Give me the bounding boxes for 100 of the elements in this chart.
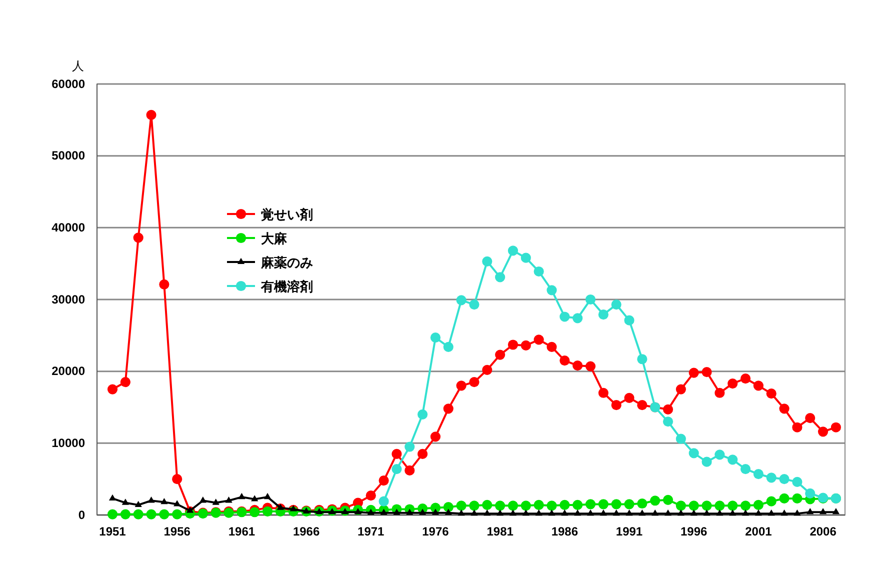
point [262,506,273,516]
point [638,509,646,516]
point [585,294,596,305]
point [120,377,130,388]
y-tick-label: 60000 [52,76,86,91]
point [496,509,504,516]
point [225,496,232,503]
point [302,507,310,514]
point [819,508,827,514]
point [753,380,764,391]
point [728,454,738,465]
point [146,509,156,520]
point [637,400,648,410]
point [430,432,441,442]
point [404,465,415,476]
point [482,364,492,375]
x-tick-label: 1961 [228,524,256,539]
point [378,496,389,506]
point [133,232,144,243]
legend-label: 大麻 [261,231,288,246]
point [729,509,736,516]
point [546,500,557,511]
point [572,500,583,510]
point [805,488,816,498]
point [443,342,454,352]
point [392,448,402,459]
point [212,498,220,505]
point [107,384,118,394]
point [174,500,181,506]
point [535,509,542,516]
point [560,500,570,510]
y-tick-label: 30000 [52,292,86,306]
y-axis-title: 人 [72,59,84,73]
point [328,508,336,514]
point [456,295,466,306]
point [754,509,762,516]
y-tick-label: 20000 [52,364,86,378]
point [703,509,710,516]
point [806,508,814,514]
point [728,378,738,389]
point [702,367,712,378]
point [690,509,698,516]
point [792,422,802,432]
point [598,499,608,510]
point [688,448,699,458]
point [159,279,170,290]
point [740,373,751,384]
y-tick-label: 50000 [52,148,86,163]
point [509,509,517,516]
x-tick-label: 2006 [810,524,837,539]
point [832,508,840,514]
point [662,416,674,427]
point [456,500,466,511]
point [341,508,349,514]
point [406,508,414,515]
point [404,442,415,452]
point [443,502,454,512]
point [585,499,596,510]
point [652,509,659,516]
point [393,508,400,515]
point [534,334,544,345]
point [392,464,402,474]
point [354,508,362,514]
point [714,450,725,460]
point [520,340,531,351]
point [572,313,583,324]
point [779,493,790,504]
point [534,266,544,277]
point [122,498,129,505]
point [805,412,816,424]
point [586,509,594,516]
point [728,500,738,511]
point [611,499,622,510]
x-tick-label: 1986 [551,524,578,539]
point [561,509,568,516]
y-tick-label: 0 [78,508,86,522]
point [688,500,699,511]
point [740,500,751,511]
point [172,474,182,484]
point [716,509,724,516]
x-tick-label: 1956 [164,524,191,539]
point [108,494,116,501]
x-tick-label: 1996 [680,524,708,539]
point [508,500,518,511]
point [779,474,790,484]
point [688,368,699,378]
point [458,509,465,516]
point [444,508,452,515]
point [676,384,686,394]
point [199,496,206,503]
point [276,504,284,510]
point [290,505,297,512]
legend-label: 覚せい剤 [261,207,313,222]
point [779,404,790,414]
point [637,498,648,509]
point [534,500,544,510]
point [456,380,466,391]
point [560,356,570,366]
point [676,434,686,444]
point [430,332,441,343]
